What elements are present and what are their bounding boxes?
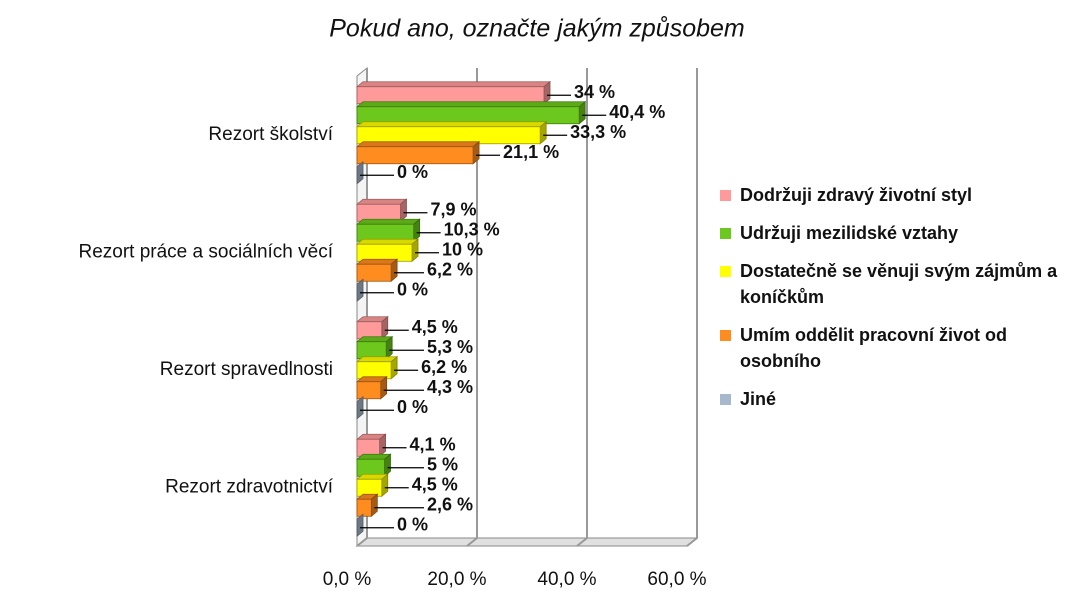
bar [356, 381, 382, 400]
value-label: 5,3 % [427, 337, 473, 357]
bar-side [356, 278, 364, 303]
bar [356, 498, 372, 517]
value-label: 0 % [397, 515, 428, 535]
value-label: 2,6 % [427, 495, 473, 515]
bar-top [355, 81, 552, 88]
legend-label: Umím oddělit pracovní život od osobního [740, 325, 1008, 371]
bar [356, 263, 392, 282]
value-label: 4,3 % [427, 377, 473, 397]
grid-line [466, 68, 478, 547]
value-label: 4,5 % [412, 317, 458, 337]
legend-item: Dodržuji zdravý životní styl [718, 182, 1063, 208]
legend-label: Udržuji mezilidské vztahy [740, 223, 959, 243]
bar-top [355, 141, 481, 148]
legend-label: Dostatečně se věnuji svým zájmům a koníč… [740, 261, 1058, 307]
x-tick-label: 0,0 % [323, 569, 372, 590]
grid-line [576, 68, 588, 547]
bar [356, 243, 413, 262]
bar-side [356, 513, 364, 538]
category-label: Rezort spravedlnosti [160, 359, 333, 380]
legend-swatch [720, 266, 731, 277]
x-tick-label: 20,0 % [427, 569, 486, 590]
chart-title: Pokud ano, označte jakým způsobem [329, 15, 745, 43]
bar [356, 106, 580, 125]
legend-item: Dostatečně se věnuji svým zájmům a koníč… [718, 258, 1063, 310]
value-label: 21,1 % [503, 142, 559, 162]
value-label: 6,2 % [427, 260, 473, 280]
value-label: 0 % [397, 280, 428, 300]
value-label: 0 % [397, 162, 428, 182]
legend-swatch [720, 330, 731, 341]
legend-item: Umím oddělit pracovní život od osobního [718, 322, 1063, 374]
value-label: 40,4 % [609, 102, 665, 122]
legend-item: Jiné [718, 386, 1063, 412]
legend-swatch [720, 190, 731, 201]
legend-swatch [720, 228, 731, 239]
x-tick-label: 60,0 % [647, 569, 706, 590]
category-label: Rezort školství [208, 124, 333, 145]
bar [356, 478, 383, 497]
bar-top [355, 198, 408, 205]
bar-top [355, 218, 421, 225]
floor [355, 537, 699, 547]
bar [356, 203, 401, 222]
legend-swatch [720, 394, 731, 405]
legend: Dodržuji zdravý životní styl Udržuji mezi… [718, 182, 1063, 424]
value-label: 6,2 % [421, 357, 467, 377]
bar-top [355, 238, 420, 245]
bar [356, 146, 474, 165]
grid-line [686, 68, 698, 547]
bar [356, 438, 380, 457]
bar-side [356, 160, 364, 185]
x-tick-label: 40,0 % [537, 569, 596, 590]
value-label: 7,9 % [430, 200, 476, 220]
legend-label: Jiné [740, 389, 777, 409]
value-label: 4,1 % [410, 435, 456, 455]
value-label: 10 % [442, 240, 483, 260]
category-label: Rezort zdravotnictví [165, 476, 334, 497]
bar [356, 321, 383, 340]
value-label: 0 % [397, 397, 428, 417]
bar-top [355, 121, 548, 128]
bar [356, 223, 415, 242]
bar-top [355, 258, 399, 265]
legend-label: Dodržuji zdravý životní styl [740, 185, 973, 205]
bar-top [355, 356, 399, 363]
bar-top [355, 101, 587, 108]
category-label: Rezort práce a sociálních věcí [78, 241, 333, 262]
value-label: 34 % [574, 82, 615, 102]
value-label: 33,3 % [570, 122, 626, 142]
bar [356, 341, 387, 360]
bar [356, 361, 392, 380]
value-label: 5 % [427, 455, 458, 475]
value-label: 4,5 % [412, 475, 458, 495]
bar-side [356, 395, 364, 420]
bar [356, 458, 385, 477]
value-label: 10,3 % [444, 220, 500, 240]
bar [356, 86, 545, 105]
back-wall [367, 68, 697, 538]
legend-item: Udržuji mezilidské vztahy [718, 220, 1063, 246]
